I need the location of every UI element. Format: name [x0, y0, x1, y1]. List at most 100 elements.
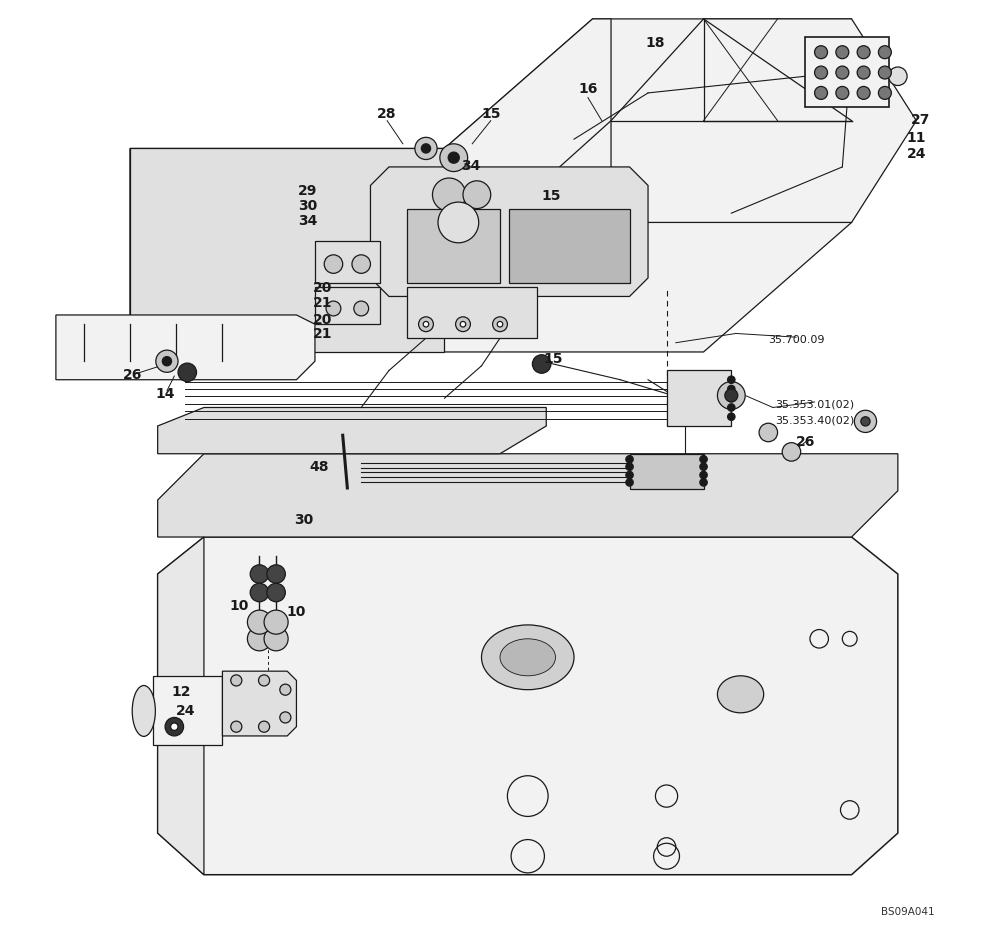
Ellipse shape [148, 685, 222, 731]
Circle shape [532, 355, 551, 374]
Circle shape [728, 413, 735, 421]
Circle shape [861, 417, 870, 426]
Circle shape [878, 67, 891, 80]
Circle shape [264, 611, 288, 634]
Ellipse shape [481, 625, 574, 690]
Text: 35.353.40(02): 35.353.40(02) [775, 415, 854, 425]
Text: 29: 29 [298, 184, 317, 197]
Circle shape [280, 712, 291, 723]
Circle shape [415, 138, 437, 160]
Circle shape [836, 87, 849, 100]
Polygon shape [130, 149, 444, 352]
Ellipse shape [717, 676, 764, 713]
Circle shape [728, 376, 735, 384]
Circle shape [267, 584, 285, 603]
Text: 21: 21 [313, 296, 332, 310]
Circle shape [497, 322, 503, 327]
Text: 34: 34 [461, 159, 480, 173]
Circle shape [857, 67, 870, 80]
Circle shape [250, 584, 269, 603]
Circle shape [815, 67, 828, 80]
Circle shape [854, 411, 877, 433]
Circle shape [440, 145, 468, 172]
Text: 28: 28 [377, 108, 397, 121]
Circle shape [626, 479, 633, 487]
Circle shape [700, 456, 707, 464]
Polygon shape [444, 19, 611, 205]
Circle shape [815, 46, 828, 59]
Ellipse shape [132, 686, 155, 737]
Text: 20: 20 [313, 312, 332, 326]
Circle shape [247, 627, 271, 651]
Text: 27: 27 [911, 113, 931, 127]
Circle shape [700, 472, 707, 479]
Circle shape [259, 675, 270, 686]
Circle shape [162, 357, 172, 366]
Text: 26: 26 [796, 435, 815, 449]
Text: 12: 12 [171, 684, 191, 698]
Text: BS09A041: BS09A041 [881, 907, 935, 917]
Polygon shape [158, 538, 204, 875]
Ellipse shape [500, 639, 556, 676]
Circle shape [419, 317, 433, 332]
Polygon shape [805, 38, 889, 108]
Text: 15: 15 [481, 108, 500, 121]
Circle shape [448, 153, 459, 164]
Circle shape [165, 717, 184, 736]
Polygon shape [158, 454, 898, 538]
Text: 48: 48 [310, 459, 329, 474]
Circle shape [438, 203, 479, 244]
Circle shape [626, 456, 633, 464]
Circle shape [421, 145, 431, 154]
Polygon shape [630, 454, 704, 489]
Text: 35.353.01(02): 35.353.01(02) [775, 400, 854, 410]
Circle shape [354, 302, 369, 316]
Circle shape [231, 721, 242, 732]
Circle shape [889, 68, 907, 86]
Text: 30: 30 [298, 198, 317, 212]
Circle shape [759, 424, 778, 442]
Polygon shape [56, 315, 315, 380]
Circle shape [728, 404, 735, 412]
Text: 10: 10 [287, 604, 306, 618]
Polygon shape [153, 676, 222, 745]
Circle shape [700, 464, 707, 471]
Circle shape [460, 322, 466, 327]
Polygon shape [130, 19, 852, 352]
Circle shape [857, 46, 870, 59]
Circle shape [728, 395, 735, 402]
Text: 21: 21 [313, 327, 332, 341]
Circle shape [432, 179, 466, 212]
Polygon shape [158, 538, 898, 875]
Circle shape [857, 87, 870, 100]
Circle shape [836, 67, 849, 80]
Circle shape [326, 302, 341, 316]
Circle shape [352, 256, 370, 274]
Circle shape [725, 389, 738, 402]
Text: 26: 26 [123, 368, 142, 382]
Circle shape [463, 182, 491, 210]
Circle shape [782, 443, 801, 462]
Polygon shape [222, 671, 296, 736]
Circle shape [456, 317, 470, 332]
Circle shape [423, 322, 429, 327]
Circle shape [264, 627, 288, 651]
Text: 10: 10 [229, 598, 249, 612]
Text: 15: 15 [544, 351, 563, 365]
Circle shape [324, 256, 343, 274]
Polygon shape [407, 288, 537, 338]
Circle shape [493, 317, 507, 332]
Text: 14: 14 [155, 387, 175, 400]
Circle shape [728, 386, 735, 393]
Polygon shape [370, 168, 648, 298]
Text: 24: 24 [907, 146, 926, 161]
Circle shape [815, 87, 828, 100]
Text: 24: 24 [176, 704, 195, 717]
Text: 34: 34 [298, 213, 317, 227]
Circle shape [267, 565, 285, 584]
Circle shape [700, 479, 707, 487]
Circle shape [259, 721, 270, 732]
Circle shape [171, 723, 178, 730]
Polygon shape [407, 210, 500, 284]
Text: 15: 15 [541, 188, 561, 202]
